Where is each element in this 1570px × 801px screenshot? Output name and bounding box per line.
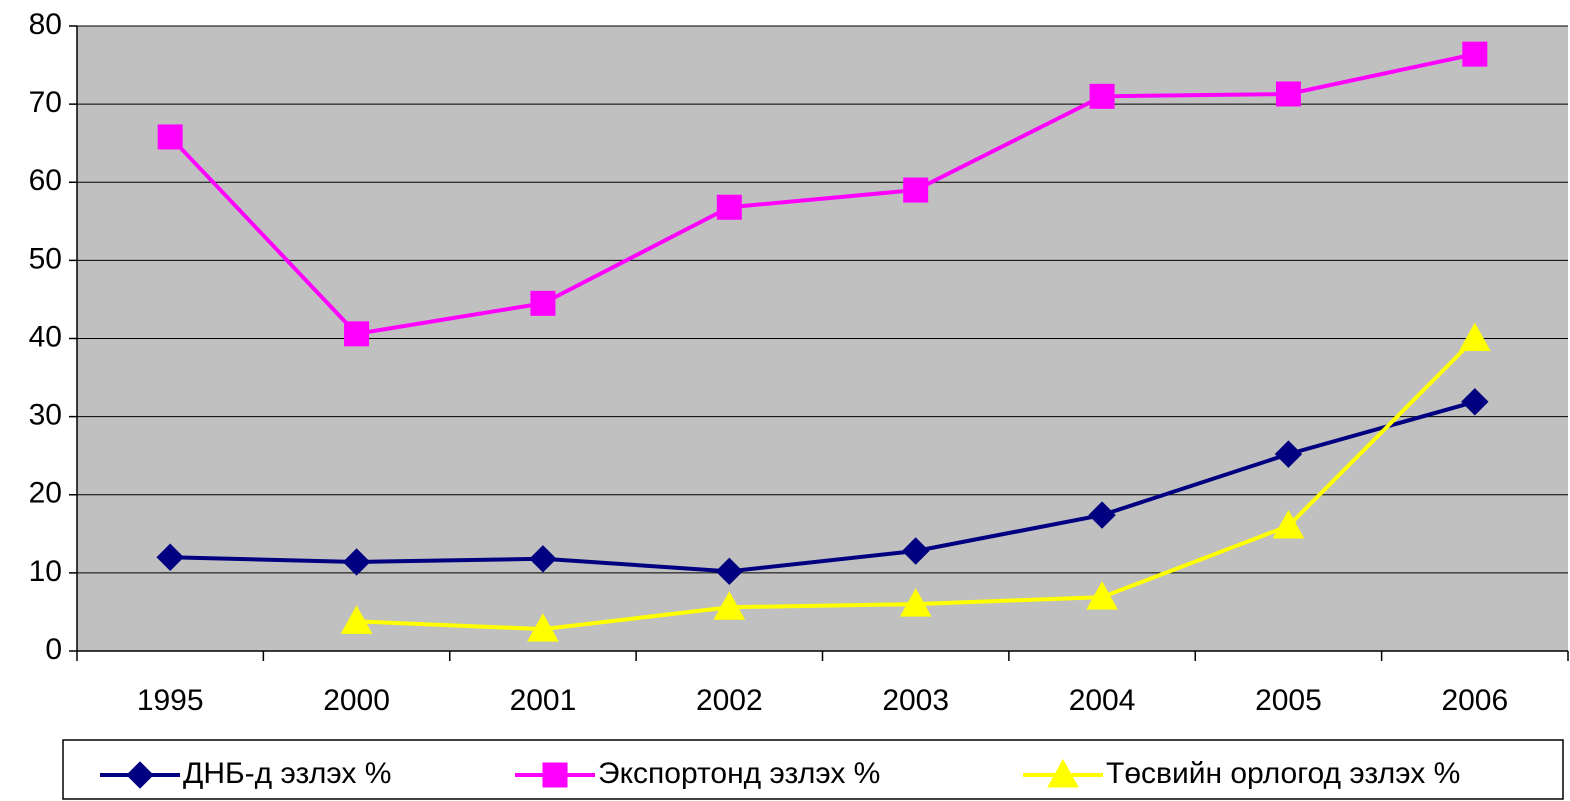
marker (527, 613, 559, 642)
y-tick-label: 0 (45, 633, 62, 666)
marker (342, 548, 371, 576)
marker (716, 194, 742, 220)
x-tick-label: 1995 (137, 684, 204, 717)
marker (156, 543, 184, 571)
y-tick-label: 60 (29, 164, 62, 197)
marker (340, 605, 373, 634)
y-tick-label: 80 (29, 8, 62, 41)
marker (126, 761, 154, 789)
marker (530, 290, 556, 316)
marker (542, 762, 568, 788)
y-tick-label: 20 (29, 477, 62, 510)
x-tick-label: 2000 (323, 684, 390, 717)
x-tick-label: 2004 (1069, 684, 1136, 717)
marker (899, 588, 932, 617)
legend-label: Экспортонд эзлэх % (598, 757, 880, 790)
x-tick-label: 2005 (1255, 684, 1322, 717)
y-tick-label: 40 (29, 320, 62, 353)
marker (1272, 509, 1305, 539)
marker (901, 537, 930, 565)
marker (1461, 388, 1489, 416)
marker (529, 545, 557, 573)
marker (344, 321, 370, 347)
legend-box (62, 739, 1564, 800)
marker (903, 177, 929, 203)
x-tick-label: 2001 (510, 684, 577, 717)
marker (157, 124, 183, 150)
legend-label: ДНБ-д эзлэх % (183, 757, 391, 790)
marker (715, 557, 744, 586)
marker (1086, 581, 1118, 610)
x-tick-label: 2003 (882, 684, 949, 717)
series-line (170, 399, 1476, 574)
y-tick-label: 10 (29, 555, 62, 588)
legend-label: Төсвийн орлогод эзлэх % (1106, 757, 1460, 790)
marker (1274, 440, 1303, 468)
marker (1047, 758, 1079, 788)
y-tick-label: 50 (29, 242, 62, 275)
x-tick-label: 2006 (1441, 684, 1508, 717)
x-tick-label: 2002 (696, 684, 763, 717)
marker (1088, 501, 1116, 529)
marker (1275, 81, 1301, 107)
marker (1462, 41, 1488, 67)
y-tick-label: 30 (29, 399, 62, 432)
marker (713, 591, 746, 620)
series-line (168, 52, 1476, 336)
y-tick-label: 70 (29, 86, 62, 119)
marker (1458, 322, 1491, 351)
marker (1089, 83, 1115, 109)
